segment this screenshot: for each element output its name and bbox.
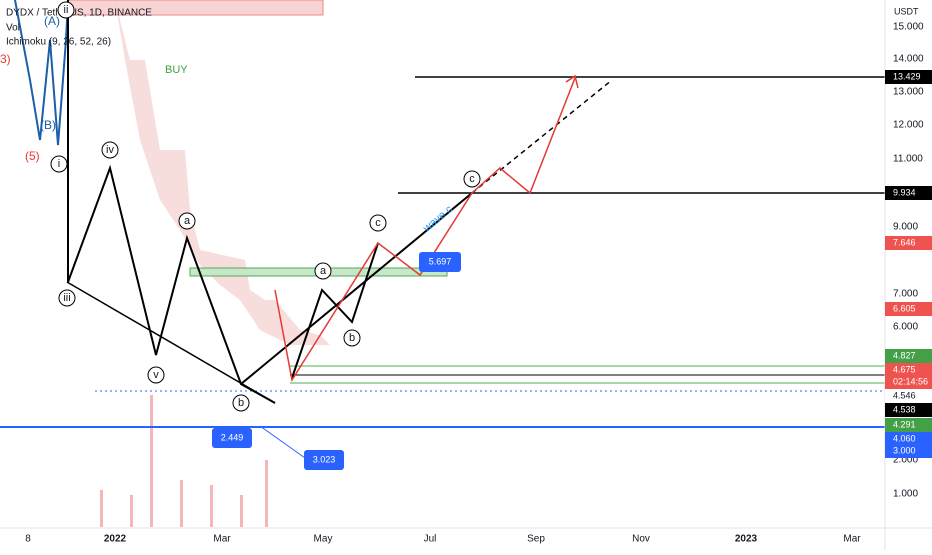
currency: USDT — [894, 6, 919, 16]
price-label: 2.000 — [893, 455, 918, 466]
trend-line — [471, 79, 613, 194]
wedge-line — [66, 281, 276, 404]
time-label: Mar — [213, 534, 231, 545]
wave-label: ii — [64, 4, 69, 16]
indicator: Ichimoku (9, 26, 52, 26) — [6, 37, 111, 48]
time-label: Nov — [632, 534, 650, 545]
time-label: 8 — [25, 534, 31, 545]
time-label: 2023 — [735, 534, 758, 545]
countdown: 02:14:56 — [893, 376, 928, 386]
price-label: 1.000 — [893, 489, 918, 500]
price-tag: 3.000 — [893, 445, 916, 455]
measure-box — [419, 252, 461, 272]
degree-label: 3) — [0, 52, 11, 66]
measure-box — [304, 450, 344, 470]
degree-label: (5) — [25, 149, 40, 163]
price-tag: 9.934 — [893, 187, 916, 197]
wave-label: iv — [106, 144, 114, 156]
price-label: 15.000 — [893, 22, 924, 33]
time-label: Mar — [843, 534, 861, 545]
volume — [100, 395, 268, 527]
price-tags: 13.429 9.934 7.646 6.605 4.827 4.675 02:1… — [885, 70, 932, 458]
trend-line — [240, 192, 473, 385]
wave-label: a — [184, 215, 191, 227]
indicator: Vol — [6, 23, 20, 34]
price-tag: 4.291 — [893, 419, 916, 429]
time-label: Sep — [527, 534, 545, 545]
time-label: May — [314, 534, 333, 545]
price-tag: 4.538 — [893, 404, 916, 414]
wave-label: c — [375, 217, 381, 229]
buy-label: BUY — [165, 64, 188, 76]
arrow-head — [565, 74, 579, 89]
connector — [259, 425, 306, 459]
price-label: 13.000 — [893, 87, 924, 98]
price-label: 6.000 — [893, 322, 918, 333]
wave-label: c — [469, 173, 475, 185]
price-tag: 7.646 — [893, 237, 916, 247]
symbol: DYDX / TetherUS, 1D, BINANCE — [6, 8, 152, 19]
wave-labels — [50, 1, 481, 412]
wave-label: iii — [63, 292, 70, 304]
wave-line — [291, 242, 379, 379]
time-label: 2022 — [104, 534, 127, 545]
price-tag: 4.675 — [893, 364, 916, 374]
wave-label: a — [320, 265, 327, 277]
wave-label: b — [238, 397, 244, 409]
wave-label: i — [58, 158, 60, 170]
price-label: 14.000 — [893, 54, 924, 65]
degree-label: (B) — [40, 118, 56, 132]
time-axis: 8 2022 Mar May Jul Sep Nov 2023 Mar — [0, 527, 932, 545]
projection-line — [274, 77, 576, 383]
price-tag: 4.060 — [893, 433, 916, 443]
price-label: 11.000 — [893, 154, 923, 165]
time-label: Jul — [424, 534, 437, 545]
price-tag: 13.429 — [893, 71, 921, 81]
measure-label: 2.449 — [221, 432, 244, 442]
wave-label: b — [349, 332, 355, 344]
wave-label: v — [153, 369, 159, 381]
price-label: 7.000 — [893, 289, 918, 300]
price-tag: 4.827 — [893, 350, 916, 360]
measure-label: 3.023 — [313, 454, 336, 464]
price-tag: 6.605 — [893, 303, 916, 313]
measure-label: 5.697 — [429, 256, 452, 266]
price-line — [14, 0, 69, 146]
price-label: 12.000 — [893, 120, 924, 131]
price-label: 9.000 — [893, 222, 918, 233]
degree-label: (A) — [44, 14, 60, 28]
measure-box — [212, 428, 252, 448]
price-axis: 15.000 14.000 13.000 12.000 11.000 9.000… — [884, 0, 924, 550]
price-tag: 4.546 — [893, 390, 916, 400]
